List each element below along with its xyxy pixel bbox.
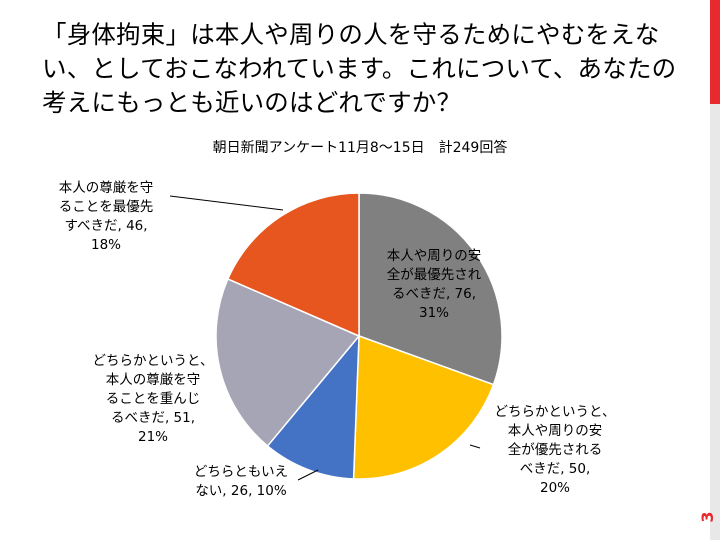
side-bar: [710, 0, 720, 540]
data-label-line: どちらかというと、: [92, 353, 214, 369]
data-label-line: 31%: [418, 305, 449, 321]
data-label-line: 全が最優先され: [386, 267, 482, 283]
data-label-line: 本人の尊厳を守: [58, 180, 154, 196]
question-title: 「身体拘束」は本人や周りの人を守るためにやむをえない、としておこなわれています。…: [42, 20, 677, 117]
leader-line-5: [169, 195, 284, 211]
data-label-line: 全が優先される: [507, 442, 603, 458]
data-label-line: どちらともいえ: [193, 464, 289, 480]
data-label-line: るべきだ, 76,: [391, 286, 477, 302]
data-label-line: どちらかというと、: [494, 404, 616, 420]
data-label-line: るべきだ, 51,: [110, 410, 196, 426]
data-label-line: べきだ, 50,: [519, 461, 591, 477]
data-label-line: 本人の尊厳を守: [105, 372, 201, 388]
data-label-line: ない, 26, 10%: [195, 483, 287, 499]
data-label-line: 18%: [90, 237, 121, 253]
pie-slice-5: [226, 192, 360, 338]
pie-slice-3: [266, 333, 360, 480]
pie-slice-2: [352, 334, 495, 480]
data-label-line: ることを重んじ: [105, 391, 201, 407]
data-label-1: 本人や周りの安 全が最優先され るべきだ, 76, 31%: [364, 247, 504, 323]
data-label-line: ることを最優先: [58, 199, 154, 215]
pie-slice-1: [358, 192, 503, 386]
data-label-5: 本人の尊厳を守 ることを最優先 すべきだ, 46, 18%: [40, 179, 172, 255]
data-label-3: どちらともいえ ない, 26, 10%: [176, 463, 306, 501]
leader-line-2: [469, 444, 481, 449]
data-label-line: すべきだ, 46,: [64, 218, 148, 234]
leader-line-3: [297, 469, 319, 481]
data-label-4: どちらかというと、 本人の尊厳を守 ることを重んじ るべきだ, 51, 21%: [78, 352, 228, 447]
side-bar-accent: [710, 0, 720, 104]
data-label-2: どちらかというと、 本人や周りの安 全が優先される べきだ, 50, 20%: [480, 403, 630, 498]
data-label-line: 21%: [137, 429, 168, 445]
data-label-line: 本人や周りの安: [386, 248, 482, 264]
chart-title: 朝日新聞アンケート11月8〜15日 計249回答: [212, 140, 508, 156]
data-label-line: 本人や周りの安: [507, 423, 603, 439]
page-number: 3: [698, 511, 717, 523]
data-label-line: 20%: [539, 480, 570, 496]
